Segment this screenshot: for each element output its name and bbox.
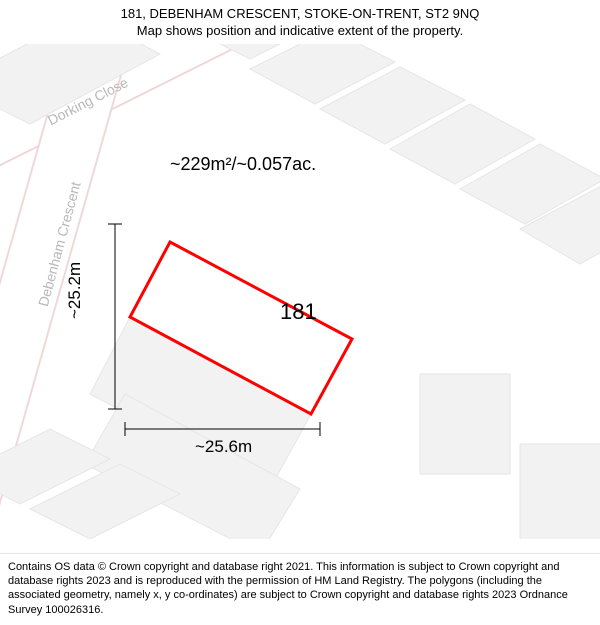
building-9 [420,374,510,474]
header: 181, DEBENHAM CRESCENT, STOKE-ON-TRENT, … [0,0,600,44]
dim-horizontal-label: ~25.6m [195,437,252,457]
subtitle-line: Map shows position and indicative extent… [10,23,590,40]
area-label: ~229m²/~0.057ac. [170,154,316,175]
house-number-label: 181 [280,299,317,325]
footer-copyright: Contains OS data © Crown copyright and d… [0,553,600,625]
map-area: Dorking Close Debenham Crescent ~229m²/~… [0,44,600,539]
dim-vertical-label: ~25.2m [65,262,85,319]
building-10 [520,444,600,539]
map-svg [0,44,600,539]
address-line: 181, DEBENHAM CRESCENT, STOKE-ON-TRENT, … [10,6,590,23]
